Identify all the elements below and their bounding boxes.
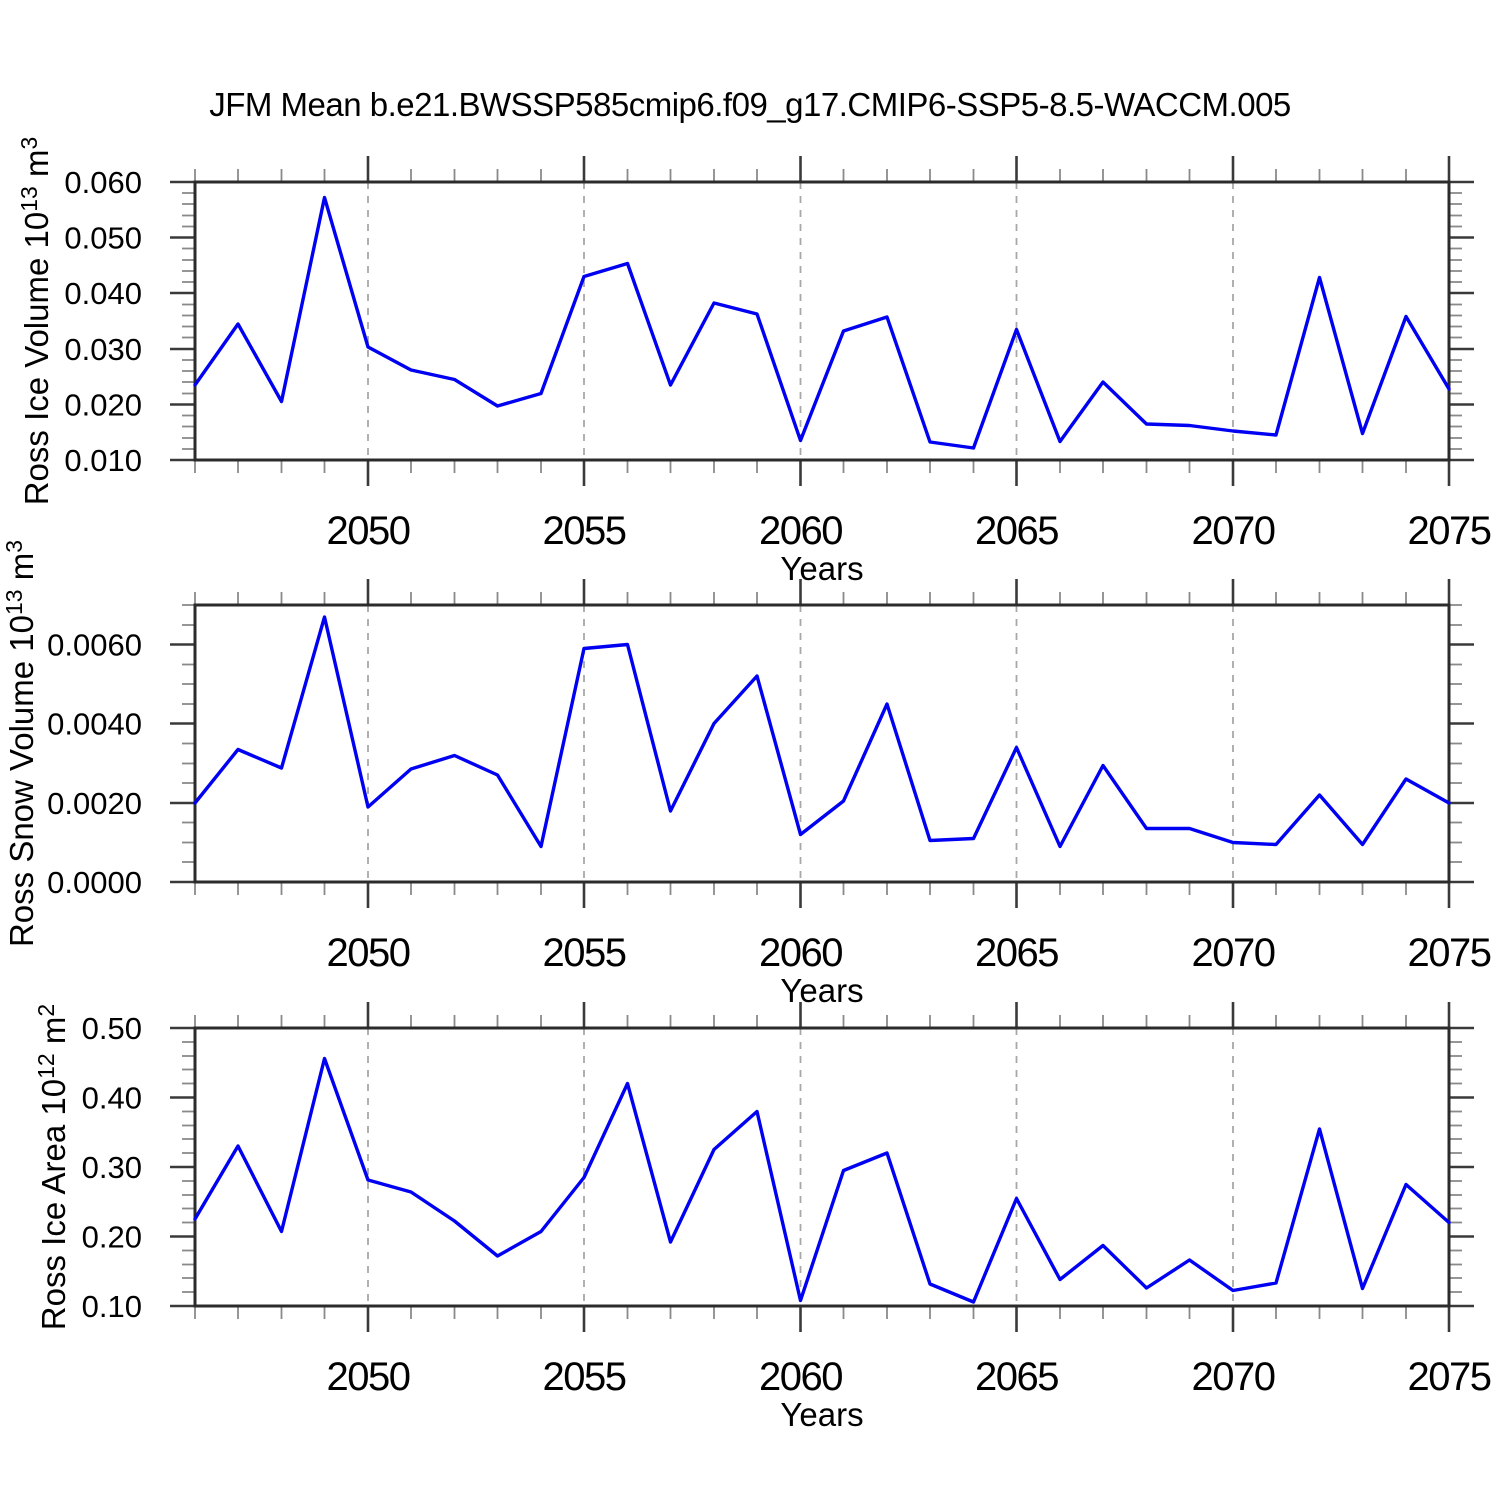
y-tick-label: 0.0040 <box>47 707 142 742</box>
y-tick-label: 0.050 <box>64 221 142 256</box>
x-tick-label: 2060 <box>759 1355 842 1399</box>
data-line-ross-ice-volume <box>193 195 1451 450</box>
x-tick-label: 2065 <box>975 931 1058 975</box>
panel-ross-ice-volume: 0.010 0.020 0.030 0.040 0.050 0.060 2050 2055 20… <box>16 137 1492 587</box>
plot-frame <box>193 1026 1451 1308</box>
panel-ross-ice-area: 0.10 0.20 0.30 0.40 0.50 2050 2055 2060 2065 2070… <box>33 1002 1492 1433</box>
x-tick-label: 2050 <box>327 509 410 553</box>
x-tick-label: 2055 <box>543 931 626 975</box>
x-axis-title: Years <box>780 550 863 587</box>
data-line-ross-ice-area <box>193 1056 1451 1304</box>
y-tick-label: 0.10 <box>82 1289 142 1324</box>
x-tick-label: 2075 <box>1408 1355 1491 1399</box>
x-tick-label: 2065 <box>975 1355 1058 1399</box>
y-tick-label: 0.20 <box>82 1220 142 1255</box>
y-tick-label: 0.060 <box>64 165 142 200</box>
y-axis-title: Ross Snow Volume 1013 m3 <box>1 540 40 947</box>
y-tick-label: 0.50 <box>82 1011 142 1046</box>
x-tick-label: 2055 <box>543 509 626 553</box>
x-tick-label: 2050 <box>327 931 410 975</box>
x-tick-label: 2065 <box>975 509 1058 553</box>
plot-frame <box>193 603 1451 884</box>
x-tick-label: 2070 <box>1192 1355 1275 1399</box>
y-tick-label: 0.30 <box>82 1150 142 1185</box>
x-tick-label: 2050 <box>327 1355 410 1399</box>
data-line-ross-snow-volume <box>193 615 1451 849</box>
y-tick-label: 0.0020 <box>47 786 142 821</box>
x-axis-title: Years <box>780 1396 863 1433</box>
y-tick-label: 0.0060 <box>47 628 142 663</box>
figure-title: JFM Mean b.e21.BWSSP585cmip6.f09_g17.CMI… <box>209 86 1291 123</box>
y-tick-label: 0.40 <box>82 1081 142 1116</box>
x-tick-label: 2075 <box>1408 509 1491 553</box>
x-axis-title: Years <box>780 972 863 1009</box>
panel-ross-snow-volume: 0.0000 0.0020 0.0040 0.0060 2050 2055 2060 2065… <box>1 540 1492 1009</box>
x-tick-label: 2075 <box>1408 931 1491 975</box>
y-tick-label: 0.0000 <box>47 865 142 900</box>
y-tick-label: 0.010 <box>64 443 142 478</box>
plot-frame <box>193 180 1451 462</box>
y-tick-label: 0.020 <box>64 388 142 423</box>
x-tick-label: 2060 <box>759 509 842 553</box>
y-tick-label: 0.040 <box>64 276 142 311</box>
x-tick-label: 2055 <box>543 1355 626 1399</box>
x-tick-label: 2070 <box>1192 509 1275 553</box>
y-axis-title: Ross Ice Area 1012 m2 <box>33 1004 72 1330</box>
y-axis-title: Ross Ice Volume 1013 m3 <box>16 137 55 506</box>
y-tick-label: 0.030 <box>64 332 142 367</box>
x-tick-label: 2060 <box>759 931 842 975</box>
x-tick-label: 2070 <box>1192 931 1275 975</box>
